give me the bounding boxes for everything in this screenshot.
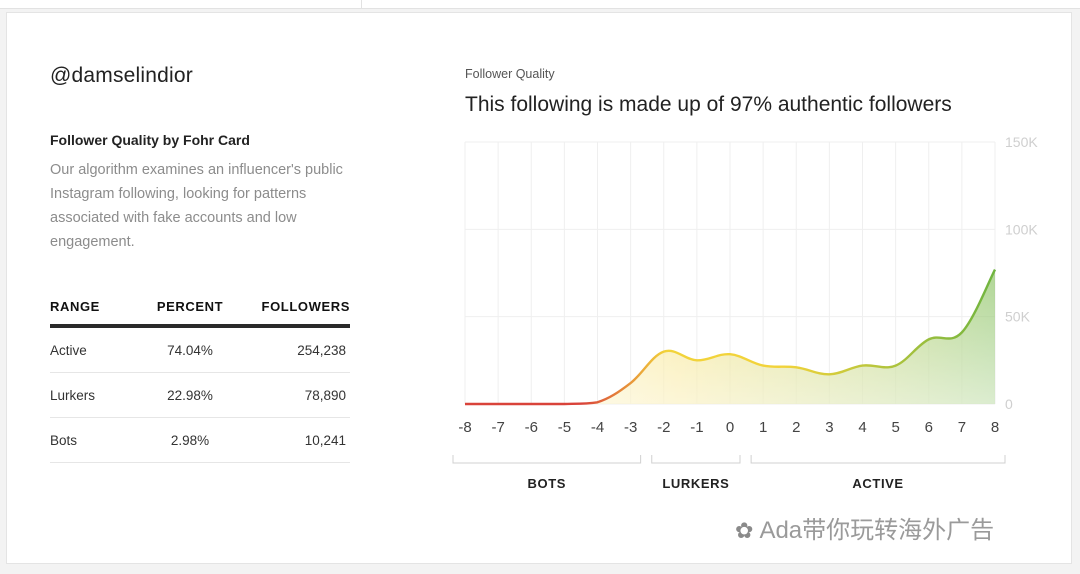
x-tick-label: 8 [991, 419, 999, 436]
follower-quality-chart: 0 50K 100K 150K -8 -7 -6 -5 -4 -3 -2 -1 0 1 2 3 4 5 6 7 8 BO… [452, 134, 1038, 491]
cell-range: Active [50, 326, 140, 373]
cell-followers: 10,241 [240, 417, 350, 463]
axis-layer: 0 50K 100K 150K -8 -7 -6 -5 -4 -3 -2 -1 0 1 2 3 4 5 6 7 8 [458, 134, 1038, 436]
chart-title: This following is made up of 97% authent… [465, 93, 952, 116]
y-tick-label: 100K [1005, 221, 1038, 237]
x-tick-label: -6 [525, 419, 538, 436]
series-line [465, 268, 997, 406]
x-tick-label: 2 [792, 419, 800, 436]
x-tick-label: -4 [591, 419, 604, 436]
y-tick-label: 0 [1005, 396, 1013, 412]
x-tick-label: 0 [726, 419, 734, 436]
group-bracket [750, 455, 1006, 464]
cell-percent: 22.98% [140, 372, 240, 418]
top-divider [361, 0, 362, 8]
series-area-fade [465, 269, 995, 404]
x-tick-label: -5 [558, 419, 571, 436]
x-tick-label: 3 [825, 419, 833, 436]
x-tick-label: -7 [491, 419, 504, 436]
y-tick-label: 50K [1005, 309, 1031, 325]
x-tick-label: 5 [891, 419, 899, 436]
group-label: ACTIVE [852, 476, 903, 491]
watermark: ✿ Ada带你玩转海外广告 [735, 510, 994, 545]
table-row: Bots 2.98% 10,241 [50, 417, 350, 463]
group-label: LURKERS [662, 476, 729, 491]
profile-handle[interactable]: @damselindior [50, 64, 193, 87]
x-tick-label: -8 [458, 419, 471, 436]
cell-percent: 74.04% [140, 326, 240, 373]
group-layer: BOTS LURKERS ACTIVE [452, 455, 1006, 491]
group-bracket [651, 455, 741, 464]
section-title: Follower Quality by Fohr Card [50, 132, 250, 148]
group-bracket [452, 455, 642, 464]
table-header-row: RANGE PERCENT FOLLOWERS [50, 288, 350, 328]
chart-label: Follower Quality [465, 67, 555, 81]
cell-followers: 254,238 [240, 326, 350, 373]
header-range: RANGE [50, 288, 140, 328]
cell-range: Bots [50, 417, 140, 463]
x-tick-label: 7 [958, 419, 966, 436]
section-description: Our algorithm examines an influencer's p… [50, 162, 343, 250]
x-tick-label: 6 [925, 419, 933, 436]
y-tick-label: 150K [1005, 134, 1038, 150]
x-tick-label: -2 [657, 419, 670, 436]
table-row: Lurkers 22.98% 78,890 [50, 372, 350, 418]
watermark-text: Ada带你玩转海外广告 [759, 517, 995, 544]
header-followers: FOLLOWERS [240, 288, 350, 328]
group-label: BOTS [528, 476, 567, 491]
area-layer [465, 268, 997, 406]
header-percent: PERCENT [140, 288, 240, 328]
x-tick-label: 4 [858, 419, 866, 436]
x-tick-label: -3 [624, 419, 637, 436]
cell-percent: 2.98% [140, 417, 240, 463]
wechat-icon: ✿ [735, 518, 754, 543]
cell-range: Lurkers [50, 372, 140, 418]
table-row: Active 74.04% 254,238 [50, 326, 350, 373]
top-strip [0, 0, 1080, 9]
x-tick-label: 1 [759, 419, 767, 436]
follower-quality-table: RANGE PERCENT FOLLOWERS Active 74.04% 25… [50, 288, 350, 463]
cell-followers: 78,890 [240, 372, 350, 418]
x-tick-label: -1 [690, 419, 703, 436]
